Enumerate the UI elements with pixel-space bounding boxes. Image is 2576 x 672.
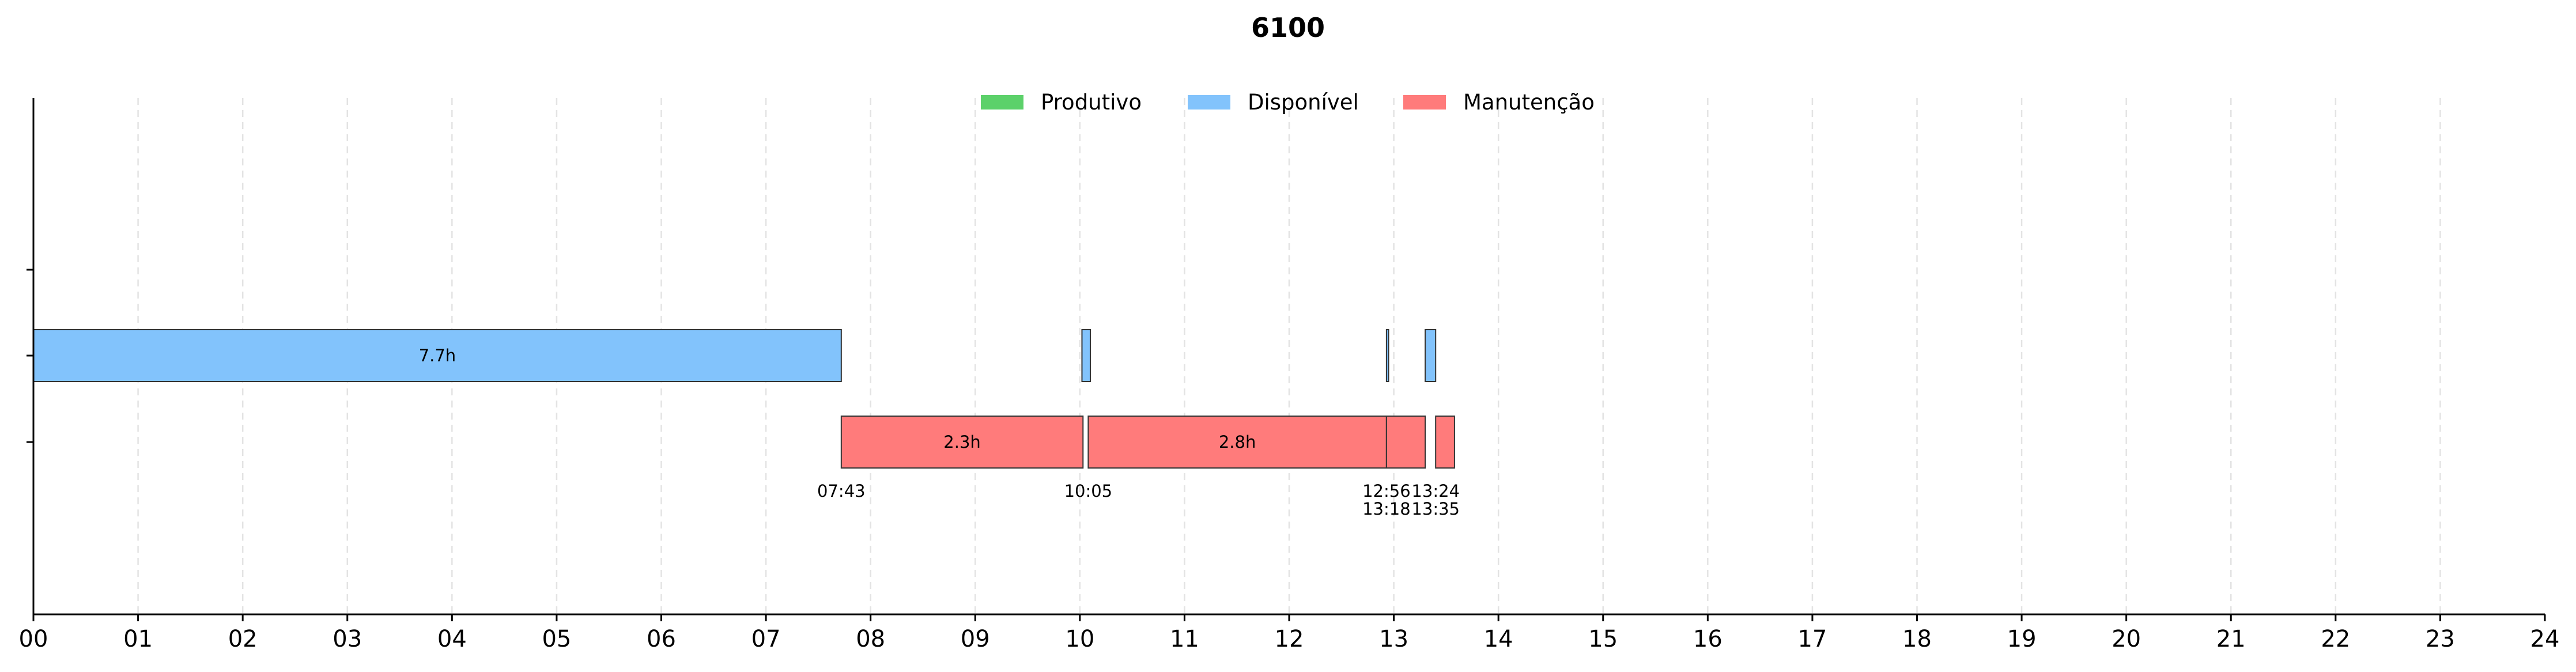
bar-disponivel (33, 329, 842, 382)
legend-label-manutencao: Manutenção (1463, 90, 1595, 115)
x-tick-label: 05 (542, 626, 571, 652)
x-ticks: 00 01 02 03 04 05 06 07 08 09 10 11 12 13 14 15 16 17 18 19… (19, 614, 2560, 652)
bar-disponivel (1425, 329, 1437, 382)
x-tick-label: 04 (437, 626, 467, 652)
x-tick-label: 02 (228, 626, 258, 652)
bar-manutencao (1435, 416, 1455, 469)
bar-duration-label: 2.3h (943, 432, 981, 452)
x-tick-label: 18 (1902, 626, 1932, 652)
x-tick-label: 03 (333, 626, 362, 652)
x-tick-label: 23 (2426, 626, 2455, 652)
x-tick-label: 01 (123, 626, 153, 652)
legend: Produtivo Disponível Manutenção (981, 90, 1595, 115)
x-tick-label: 19 (2007, 626, 2037, 652)
x-tick-label: 06 (647, 626, 676, 652)
x-tick-label: 20 (2112, 626, 2141, 652)
time-label: 13:24 (1411, 481, 1460, 501)
x-tick-label: 07 (751, 626, 781, 652)
time-label: 13:18 (1362, 499, 1411, 519)
bar-disponivel (1081, 329, 1091, 382)
x-tick-label: 14 (1484, 626, 1513, 652)
bar-manutencao (1087, 416, 1387, 469)
time-label: 13:35 (1411, 499, 1460, 519)
time-label: 10:05 (1064, 481, 1113, 501)
x-tick-label: 00 (19, 626, 48, 652)
legend-swatch-manutencao (1403, 95, 1446, 110)
legend-label-disponivel: Disponível (1248, 90, 1359, 115)
bar-duration-label: 2.8h (1219, 432, 1256, 452)
x-tick-label: 21 (2216, 626, 2246, 652)
x-tick-label: 12 (1275, 626, 1304, 652)
time-label: 12:56 (1362, 481, 1411, 501)
legend-label-produtivo: Produtivo (1041, 90, 1142, 115)
x-tick-label: 17 (1797, 626, 1827, 652)
x-tick-label: 15 (1588, 626, 1618, 652)
x-tick-label: 13 (1379, 626, 1408, 652)
time-label: 07:43 (817, 481, 866, 501)
legend-swatch-produtivo (981, 95, 1023, 110)
bar-manutencao (840, 416, 1084, 469)
bar-labels: 7.7h 2.3h 2.8h (419, 346, 1256, 452)
plot-bars (33, 329, 1455, 469)
x-tick-label: 08 (856, 626, 885, 652)
x-tick-label: 24 (2530, 626, 2560, 652)
x-tick-label: 22 (2321, 626, 2350, 652)
x-tick-label: 09 (961, 626, 990, 652)
x-tick-label: 16 (1693, 626, 1723, 652)
bar-disponivel (1385, 329, 1389, 382)
bar-manutencao (1385, 416, 1426, 469)
legend-swatch-disponivel (1188, 95, 1230, 110)
bar-duration-label: 7.7h (419, 346, 456, 365)
chart-title: 6100 (1251, 12, 1325, 43)
grid-lines (137, 98, 2441, 614)
x-tick-label: 11 (1170, 626, 1199, 652)
x-tick-label: 10 (1065, 626, 1094, 652)
